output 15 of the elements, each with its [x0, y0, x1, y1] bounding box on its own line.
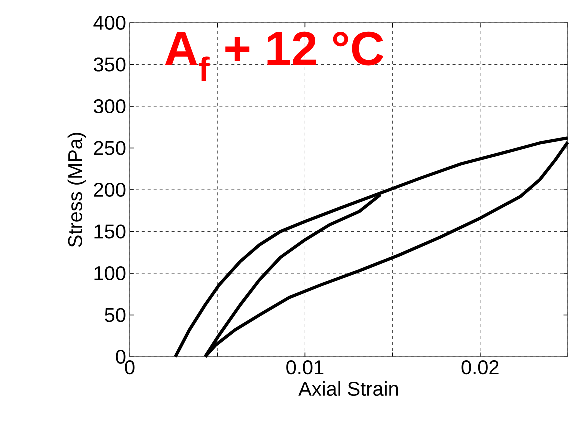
- y-tick-label: 400: [94, 16, 126, 30]
- y-tick-label: 0: [116, 350, 126, 364]
- y-tick-label: 50: [105, 308, 126, 322]
- y-tick-label: 100: [94, 266, 126, 281]
- x-axis-title: Axial Strain: [298, 381, 398, 396]
- y-axis-title: Stress (MPa): [68, 133, 86, 248]
- y-tick-label: 300: [94, 99, 126, 114]
- x-tick-label: 0.02: [462, 360, 499, 375]
- annotation: A$_{f}$ + 12 °C: [165, 32, 384, 81]
- y-tick-label: 200: [94, 182, 126, 198]
- y-tick-label: 250: [94, 141, 126, 156]
- y-tick-label: 150: [94, 224, 126, 239]
- y-tick-label: 350: [94, 58, 126, 72]
- x-tick-label: 0: [125, 360, 135, 375]
- x-tick-label: 0.01: [286, 360, 324, 375]
